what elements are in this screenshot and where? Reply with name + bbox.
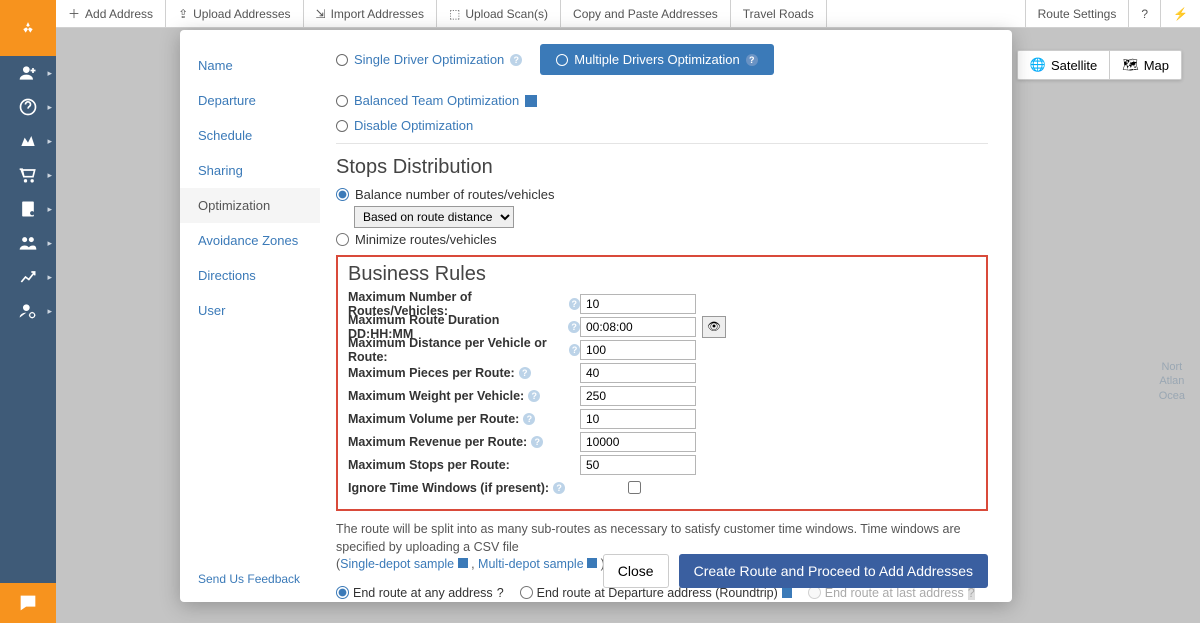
balance-label: Balance number of routes/vehicles <box>355 187 554 202</box>
plus-icon: ＋ <box>68 5 80 22</box>
copy-paste-button[interactable]: Copy and Paste Addresses <box>561 0 731 27</box>
max-revenue-label: Maximum Revenue per Route:? <box>348 435 580 449</box>
upload-icon: ⇪ <box>178 7 188 21</box>
help-icon[interactable]: ? <box>510 54 522 66</box>
max-weight-input[interactable] <box>580 386 696 406</box>
rail-analytics-icon[interactable]: ▸ <box>0 260 56 294</box>
help-icon[interactable]: ? <box>569 298 580 310</box>
optimization-type-row: Single Driver Optimization? Multiple Dri… <box>336 44 988 108</box>
max-pieces-label: Maximum Pieces per Route:? <box>348 366 580 380</box>
opt-single-driver[interactable]: Single Driver Optimization? <box>336 52 522 67</box>
tab-schedule[interactable]: Schedule <box>180 118 320 153</box>
balance-basis-select[interactable]: Based on route distance <box>354 206 514 228</box>
video-icon[interactable] <box>782 588 792 598</box>
duration-picker-icon[interactable]: 👁 <box>702 316 726 338</box>
opt-multiple-drivers[interactable]: Multiple Drivers Optimization? <box>540 44 773 75</box>
end-any-option[interactable]: End route at any address? <box>336 586 504 600</box>
tab-directions[interactable]: Directions <box>180 258 320 293</box>
rail-cart-icon[interactable]: ▸ <box>0 158 56 192</box>
tab-user[interactable]: User <box>180 293 320 328</box>
minimize-label: Minimize routes/vehicles <box>355 232 497 247</box>
multi-depot-link[interactable]: Multi-depot sample <box>478 557 597 571</box>
single-depot-link[interactable]: Single-depot sample <box>340 557 467 571</box>
rail-help-icon[interactable]: ▸ <box>0 90 56 124</box>
left-rail: ▸ ▸ ▸ ▸ ▸ ▸ ▸ ▸ <box>0 0 56 623</box>
video-icon[interactable] <box>458 558 468 568</box>
help-icon[interactable]: ? <box>497 586 504 600</box>
max-distance-label: Maximum Distance per Vehicle or Route:? <box>348 336 580 364</box>
modal-footer: Watch Help Video Close Create Route and … <box>603 554 988 588</box>
route-settings-button[interactable]: Route Settings <box>1025 0 1129 27</box>
video-icon[interactable] <box>525 95 537 107</box>
ignore-tw-label: Ignore Time Windows (if present):? <box>348 481 580 495</box>
modal-sidebar: Name Departure Schedule Sharing Optimiza… <box>180 30 320 602</box>
help-icon[interactable]: ? <box>569 344 580 356</box>
help-icon[interactable]: ? <box>519 367 531 379</box>
modal-main: Single Driver Optimization? Multiple Dri… <box>320 30 1012 602</box>
map-ocean-label: Nort Atlan Ocea <box>1159 360 1185 403</box>
max-routes-input[interactable] <box>580 294 696 314</box>
tab-avoidance-zones[interactable]: Avoidance Zones <box>180 223 320 258</box>
tab-departure[interactable]: Departure <box>180 83 320 118</box>
create-route-button[interactable]: Create Route and Proceed to Add Addresse… <box>679 554 988 588</box>
topbar-bolt-icon[interactable]: ⚡ <box>1160 0 1200 27</box>
max-weight-label: Maximum Weight per Vehicle:? <box>348 389 580 403</box>
max-duration-input[interactable] <box>580 317 696 337</box>
send-feedback-link[interactable]: Send Us Feedback <box>198 572 300 586</box>
import-icon: ⇲ <box>316 7 326 21</box>
satellite-button[interactable]: 🌐Satellite <box>1018 51 1110 79</box>
topbar: ＋Add Address ⇪Upload Addresses ⇲Import A… <box>56 0 1200 28</box>
rail-address-book-icon[interactable]: ▸ <box>0 192 56 226</box>
import-addresses-button[interactable]: ⇲Import Addresses <box>304 0 437 27</box>
balance-radio[interactable] <box>336 188 349 201</box>
rail-user-settings-icon[interactable]: ▸ <box>0 294 56 328</box>
add-address-button[interactable]: ＋Add Address <box>56 0 166 27</box>
map-icon: 🗺 <box>1122 57 1139 73</box>
help-icon[interactable]: ? <box>568 321 580 333</box>
business-rules-header: Business Rules <box>348 263 976 286</box>
help-icon[interactable]: ? <box>553 482 565 494</box>
video-icon[interactable] <box>587 558 597 568</box>
upload-scans-button[interactable]: ⬚Upload Scan(s) <box>437 0 561 27</box>
ignore-tw-checkbox[interactable] <box>628 481 641 494</box>
max-volume-label: Maximum Volume per Route:? <box>348 412 580 426</box>
minimize-routes-option[interactable]: Minimize routes/vehicles <box>336 232 988 247</box>
max-volume-input[interactable] <box>580 409 696 429</box>
help-icon[interactable]: ? <box>531 436 543 448</box>
scan-icon: ⬚ <box>449 7 460 21</box>
tab-sharing[interactable]: Sharing <box>180 153 320 188</box>
rail-routes-icon[interactable]: ▸ <box>0 124 56 158</box>
topbar-help-icon[interactable]: ? <box>1128 0 1160 27</box>
minimize-radio[interactable] <box>336 233 349 246</box>
max-stops-label: Maximum Stops per Route: <box>348 458 580 472</box>
max-revenue-input[interactable] <box>580 432 696 452</box>
max-stops-input[interactable] <box>580 455 696 475</box>
business-rules-box: Business Rules Maximum Number of Routes/… <box>336 255 988 511</box>
help-icon[interactable]: ? <box>746 54 758 66</box>
opt-disable[interactable]: Disable Optimization <box>336 118 473 133</box>
close-button[interactable]: Close <box>603 554 669 588</box>
map-button[interactable]: 🗺Map <box>1110 51 1181 79</box>
tab-optimization[interactable]: Optimization <box>180 188 320 223</box>
route-settings-modal: Name Departure Schedule Sharing Optimiza… <box>180 30 1012 602</box>
globe-icon: 🌐 <box>1030 57 1046 73</box>
tab-name[interactable]: Name <box>180 48 320 83</box>
stops-distribution-header: Stops Distribution <box>336 156 988 179</box>
rail-add-user-icon[interactable]: ▸ <box>0 56 56 90</box>
help-icon[interactable]: ? <box>523 413 535 425</box>
max-distance-input[interactable] <box>580 340 696 360</box>
rail-team-icon[interactable]: ▸ <box>0 226 56 260</box>
max-pieces-input[interactable] <box>580 363 696 383</box>
travel-roads-button[interactable]: Travel Roads <box>731 0 827 27</box>
opt-balanced-team[interactable]: Balanced Team Optimization <box>336 93 537 108</box>
app-logo[interactable] <box>0 0 56 56</box>
map-type-control: 🌐Satellite 🗺Map <box>1017 50 1182 80</box>
help-icon[interactable]: ? <box>528 390 540 402</box>
upload-addresses-button[interactable]: ⇪Upload Addresses <box>166 0 303 27</box>
rail-chat-icon[interactable] <box>0 583 56 623</box>
balance-routes-option[interactable]: Balance number of routes/vehicles <box>336 187 988 202</box>
